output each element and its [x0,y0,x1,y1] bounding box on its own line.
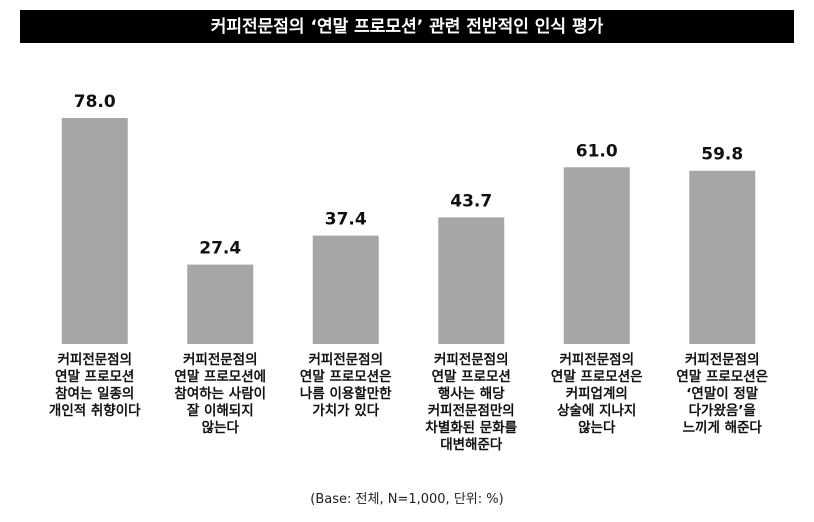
value-label: 37.4 [325,210,367,230]
x-tick-label: 커피전문점의 연말 프로모션에 참여하는 사람이 잘 이해되지 않는다 [174,352,267,436]
value-label: 61.0 [576,141,618,161]
x-tick-label: 커피전문점의 연말 프로모션은 커피업계의 상술에 지나지 않는다 [550,352,643,436]
x-tick-label: 커피전문점의 연말 프로모션 행사는 해당 커피전문점만의 차별화된 문화를 대… [425,352,518,453]
title-bar [20,10,794,43]
note: (Base: 전체, N=1,000, 단위: %) [310,492,504,507]
bar [438,217,505,344]
bar [312,235,379,344]
value-label: 78.0 [74,92,116,112]
value-label: 59.8 [701,145,743,165]
chart-title: 커피전문점의 ‘연말 프로모션’ 관련 전반적인 인식 평가 [211,16,604,37]
bar [689,170,756,344]
value-label: 43.7 [450,191,492,211]
bar [563,167,630,344]
x-tick-label: 커피전문점의 연말 프로모션은 ‘연말이 정말 다가왔음’을 느끼게 해준다 [676,352,769,436]
value-label: 27.4 [199,239,241,259]
bar [187,264,254,344]
x-tick-label: 커피전문점의 연말 프로모션은 나름 이용할만한 가치가 있다 [299,352,392,419]
bar [61,118,128,344]
x-tick-label: 커피전문점의 연말 프로모션 참여는 일종의 개인적 취향이다 [48,352,141,419]
